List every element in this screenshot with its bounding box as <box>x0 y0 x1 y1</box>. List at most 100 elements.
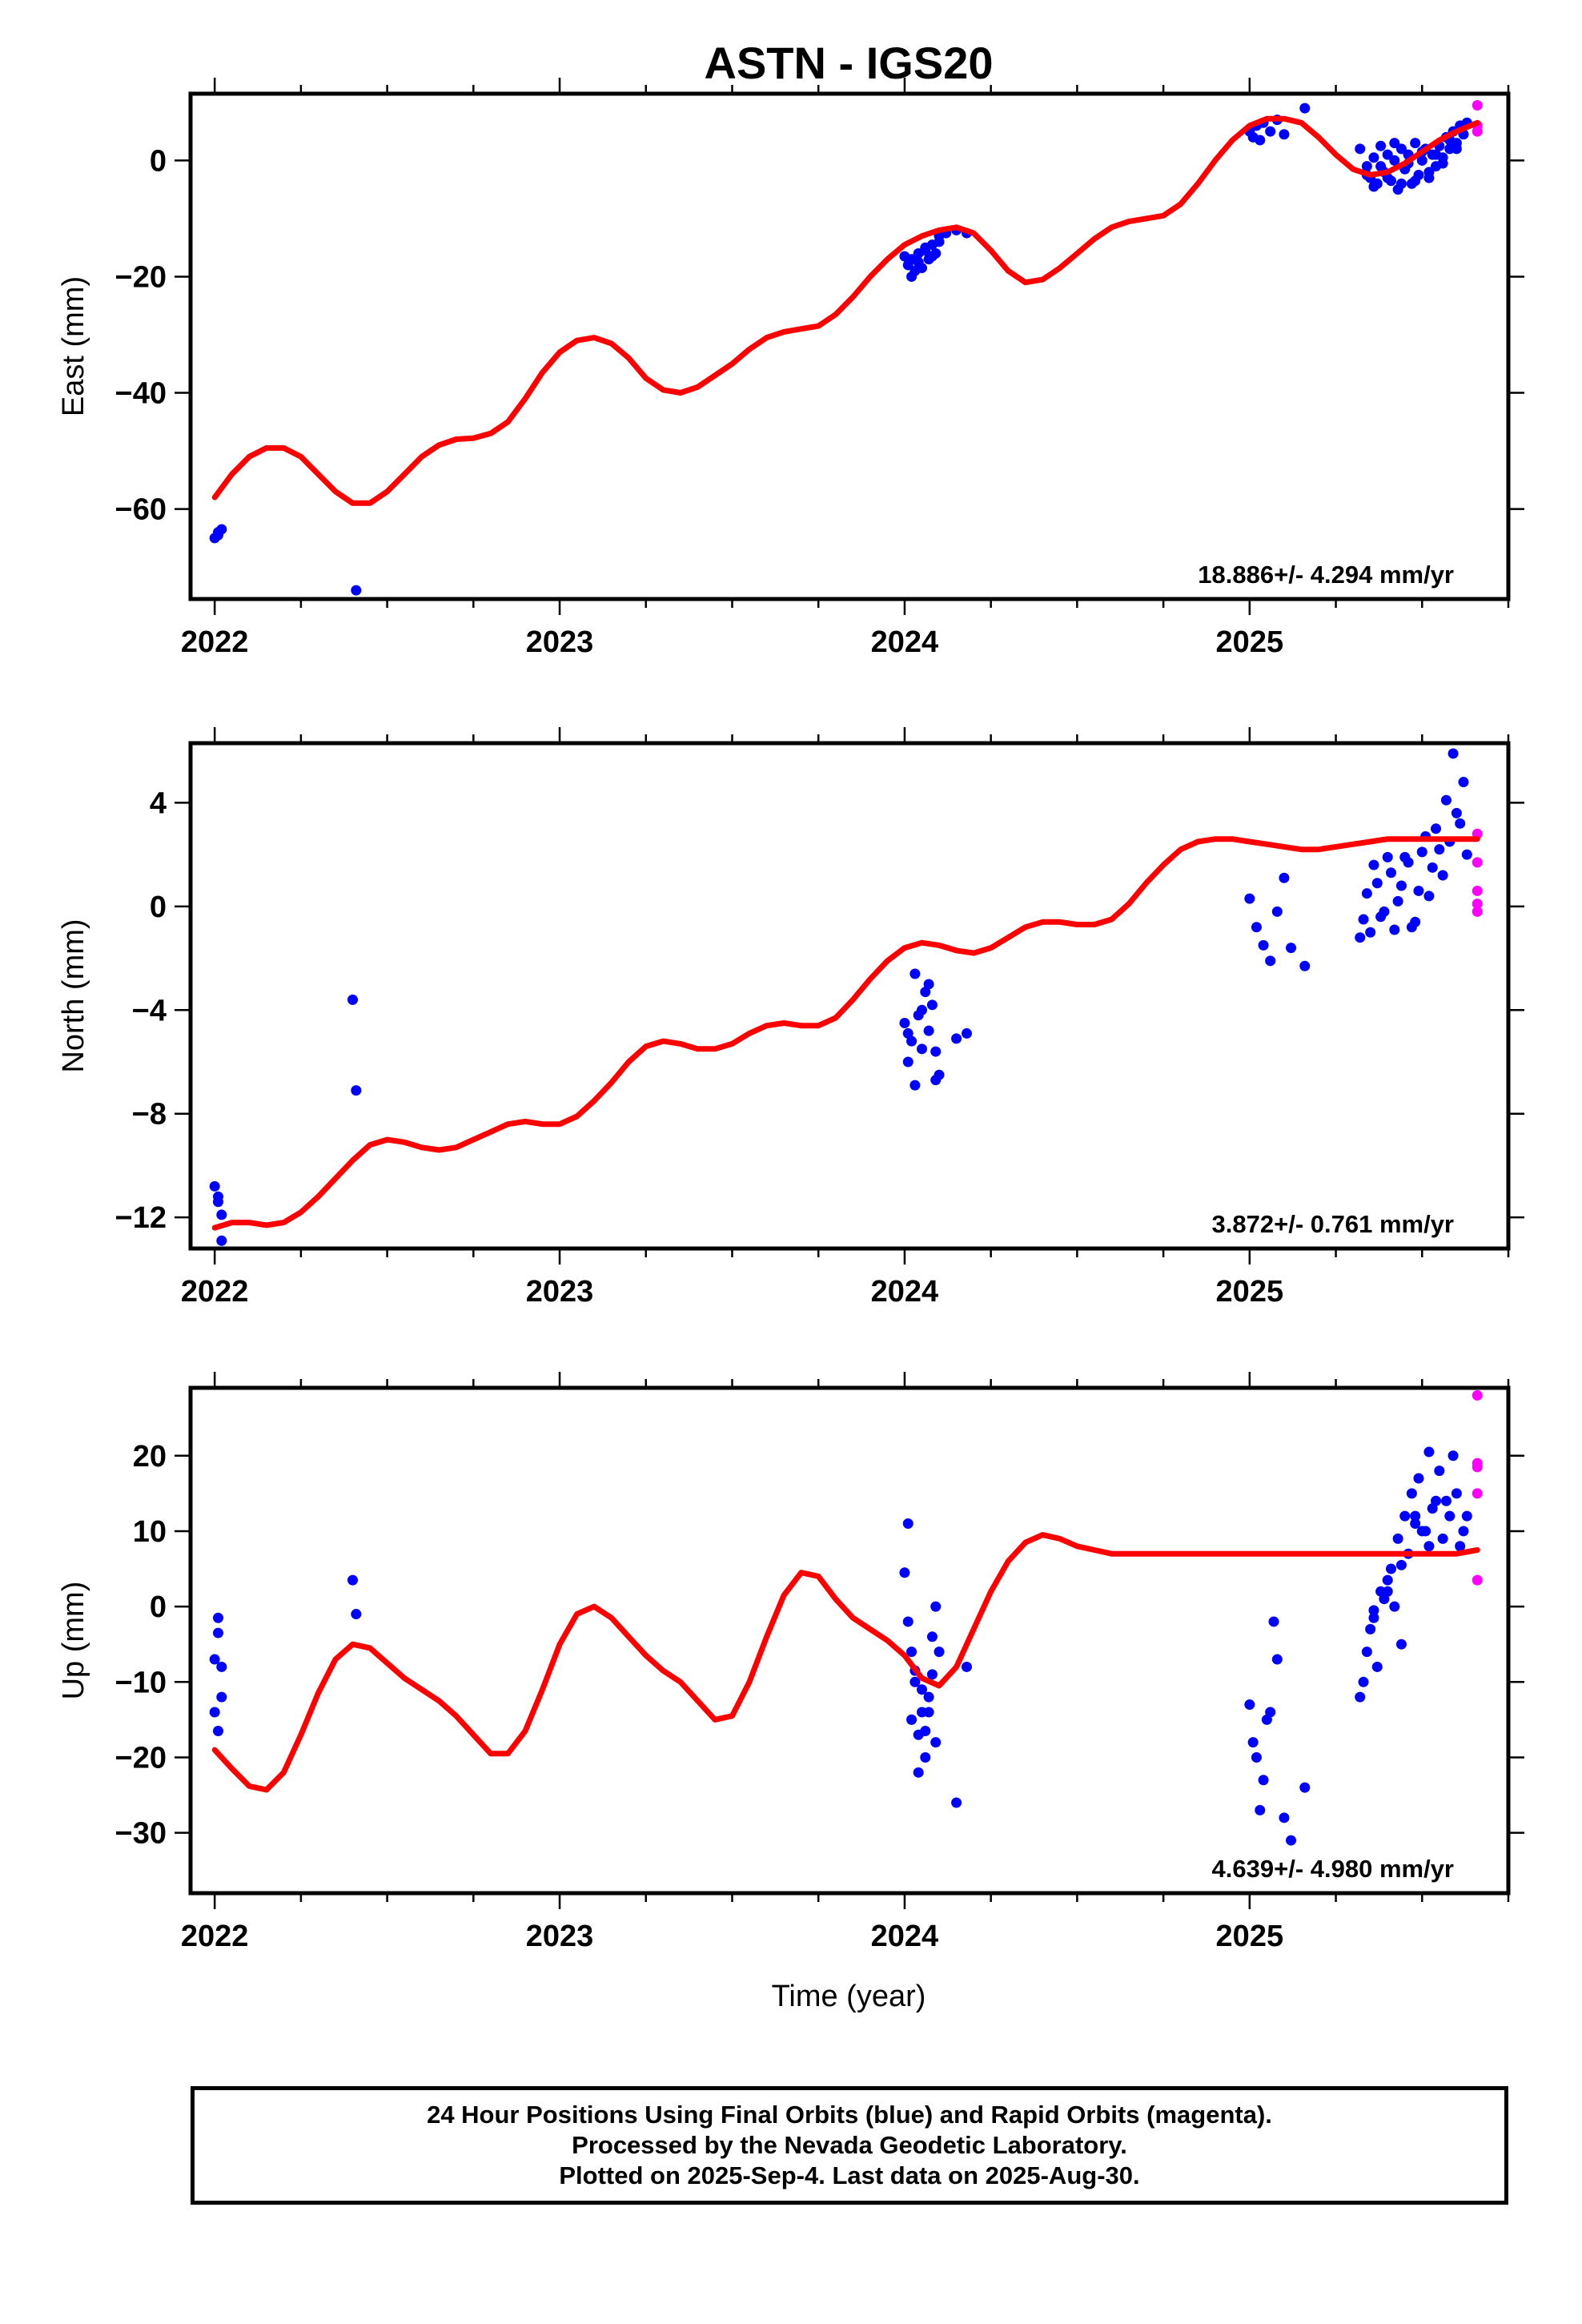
up-rapid-orbit-point <box>1472 1389 1483 1401</box>
up-final-orbit-point <box>1455 1541 1466 1552</box>
up-final-orbit-point <box>209 1654 220 1665</box>
up-final-orbit-point <box>1385 1563 1396 1574</box>
up-final-orbit-point <box>926 1669 938 1680</box>
north-final-orbit-point <box>1382 851 1393 862</box>
north-final-orbit-point <box>926 999 938 1011</box>
up-rapid-orbit-point <box>1472 1462 1483 1473</box>
up-y-tick-label: 10 <box>133 1515 167 1549</box>
up-rapid-orbit-point <box>1472 1488 1483 1499</box>
up-final-orbit-point <box>930 1601 942 1612</box>
up-final-orbit-point <box>1368 1612 1379 1623</box>
up-x-tick-label: 2024 <box>871 1920 939 1953</box>
panel-east: 2022 2023 2024 2025 −60 −40 −20 0 East (mm) 18.88… <box>57 78 1524 659</box>
up-final-orbit-point <box>1361 1647 1372 1658</box>
north-x-tick-label: 2025 <box>1216 1275 1284 1309</box>
up-y-tick-label: 20 <box>133 1440 167 1474</box>
east-final-orbit-point <box>1395 178 1407 189</box>
up-final-orbit-point <box>923 1691 934 1703</box>
up-y-tick-label: −30 <box>115 1817 167 1851</box>
up-final-orbit-point <box>216 1691 227 1703</box>
north-final-orbit-point <box>1355 932 1366 943</box>
north-x-tick-label: 2023 <box>526 1275 594 1309</box>
up-final-orbit-point <box>1410 1518 1421 1530</box>
up-final-orbit-point <box>1258 1775 1269 1786</box>
east-plot-frame <box>188 91 1511 601</box>
up-final-orbit-point <box>212 1726 223 1737</box>
east-final-orbit-point <box>1368 181 1379 192</box>
north-final-orbit-point <box>1299 960 1311 971</box>
north-final-orbit-point <box>1434 844 1445 855</box>
up-final-orbit-point <box>1395 1559 1407 1570</box>
up-final-orbit-point <box>212 1627 223 1638</box>
north-final-orbit-point <box>212 1191 223 1202</box>
north-final-orbit-point <box>1365 927 1376 938</box>
north-final-orbit-point <box>1427 862 1438 873</box>
up-final-orbit-point <box>1279 1812 1290 1823</box>
up-rapid-orbit-point <box>1472 1574 1483 1586</box>
north-y-tick-label: −12 <box>115 1201 167 1235</box>
north-y-tick-label: −4 <box>132 994 167 1027</box>
north-final-orbit-point <box>1371 878 1383 889</box>
north-final-orbit-point <box>1251 922 1262 933</box>
up-final-orbit-point <box>906 1714 917 1725</box>
up-final-orbit-point <box>1358 1676 1369 1687</box>
up-final-orbit-point <box>1271 1654 1283 1665</box>
north-final-orbit-point <box>1361 888 1372 899</box>
north-final-orbit-point <box>216 1235 227 1246</box>
north-final-orbit-point <box>1379 906 1390 917</box>
north-final-orbit-point <box>899 1017 910 1028</box>
north-final-orbit-point <box>209 1180 220 1192</box>
up-final-orbit-point <box>1382 1574 1393 1586</box>
east-final-orbit-point <box>1375 140 1387 151</box>
up-final-orbit-point <box>930 1737 942 1748</box>
up-model-curve <box>211 1532 1480 1793</box>
up-final-orbit-point <box>1413 1473 1424 1484</box>
panel-up: 2022 2023 2024 2025 −30 −20 −10 0 10 20 Up (mm) 4.6… <box>57 1372 1524 1953</box>
up-final-orbit-point <box>1399 1510 1411 1522</box>
north-data-layer <box>209 748 1483 1246</box>
east-rate-label: 18.886+/- 4.294 mm/yr <box>1198 561 1454 589</box>
north-final-orbit-point <box>1271 906 1283 917</box>
up-final-orbit-point <box>1368 1605 1379 1616</box>
east-final-orbit-point <box>1451 143 1462 155</box>
north-final-orbit-point <box>1389 924 1400 935</box>
up-final-orbit-point <box>1382 1586 1393 1597</box>
north-final-orbit-point <box>902 1027 913 1039</box>
north-final-orbit-point <box>1455 818 1466 829</box>
east-x-tick-label: 2025 <box>1216 625 1284 659</box>
up-final-orbit-point <box>902 1616 913 1627</box>
panel-north: 2022 2023 2024 2025 −12 −8 −4 0 4 North (mm) 3.872… <box>57 727 1524 1309</box>
north-final-orbit-point <box>951 1033 962 1044</box>
north-final-orbit-point <box>1286 943 1297 954</box>
north-final-orbit-point <box>909 968 921 979</box>
up-final-orbit-point <box>909 1676 921 1687</box>
north-final-orbit-point <box>902 1056 913 1068</box>
footer-line-3: Plotted on 2025-Sep-4. Last data on 2025… <box>559 2161 1140 2189</box>
east-final-orbit-point <box>1361 161 1372 172</box>
east-final-orbit-point <box>920 242 931 253</box>
up-final-orbit-point <box>934 1647 945 1658</box>
footer-line-2: Processed by the Nevada Geodetic Laborat… <box>572 2131 1127 2159</box>
east-final-orbit-point <box>926 251 938 262</box>
east-model-curve <box>211 115 1480 506</box>
east-final-orbit-point <box>913 256 924 267</box>
up-final-orbit-point <box>1392 1533 1403 1544</box>
east-y-tick-label: 0 <box>150 144 167 178</box>
north-final-orbit-point <box>930 1075 942 1086</box>
up-final-orbit-point <box>1458 1526 1469 1537</box>
up-rate-label: 4.639+/- 4.980 mm/yr <box>1212 1855 1454 1883</box>
up-y-axis-label: Up (mm) <box>57 1582 90 1700</box>
east-final-orbit-point <box>1410 175 1421 187</box>
east-final-orbit-point <box>1368 152 1379 163</box>
up-final-orbit-point <box>1299 1782 1311 1793</box>
up-final-orbit-point <box>920 1726 931 1737</box>
up-final-orbit-point <box>902 1518 913 1530</box>
up-y-tick-label: −10 <box>115 1666 167 1699</box>
north-final-orbit-point <box>351 1085 362 1096</box>
north-final-orbit-point <box>916 1043 927 1055</box>
north-model-curve <box>211 836 1480 1231</box>
east-data-layer <box>209 100 1483 596</box>
up-final-orbit-point <box>1365 1623 1376 1634</box>
up-final-orbit-point <box>212 1612 223 1623</box>
